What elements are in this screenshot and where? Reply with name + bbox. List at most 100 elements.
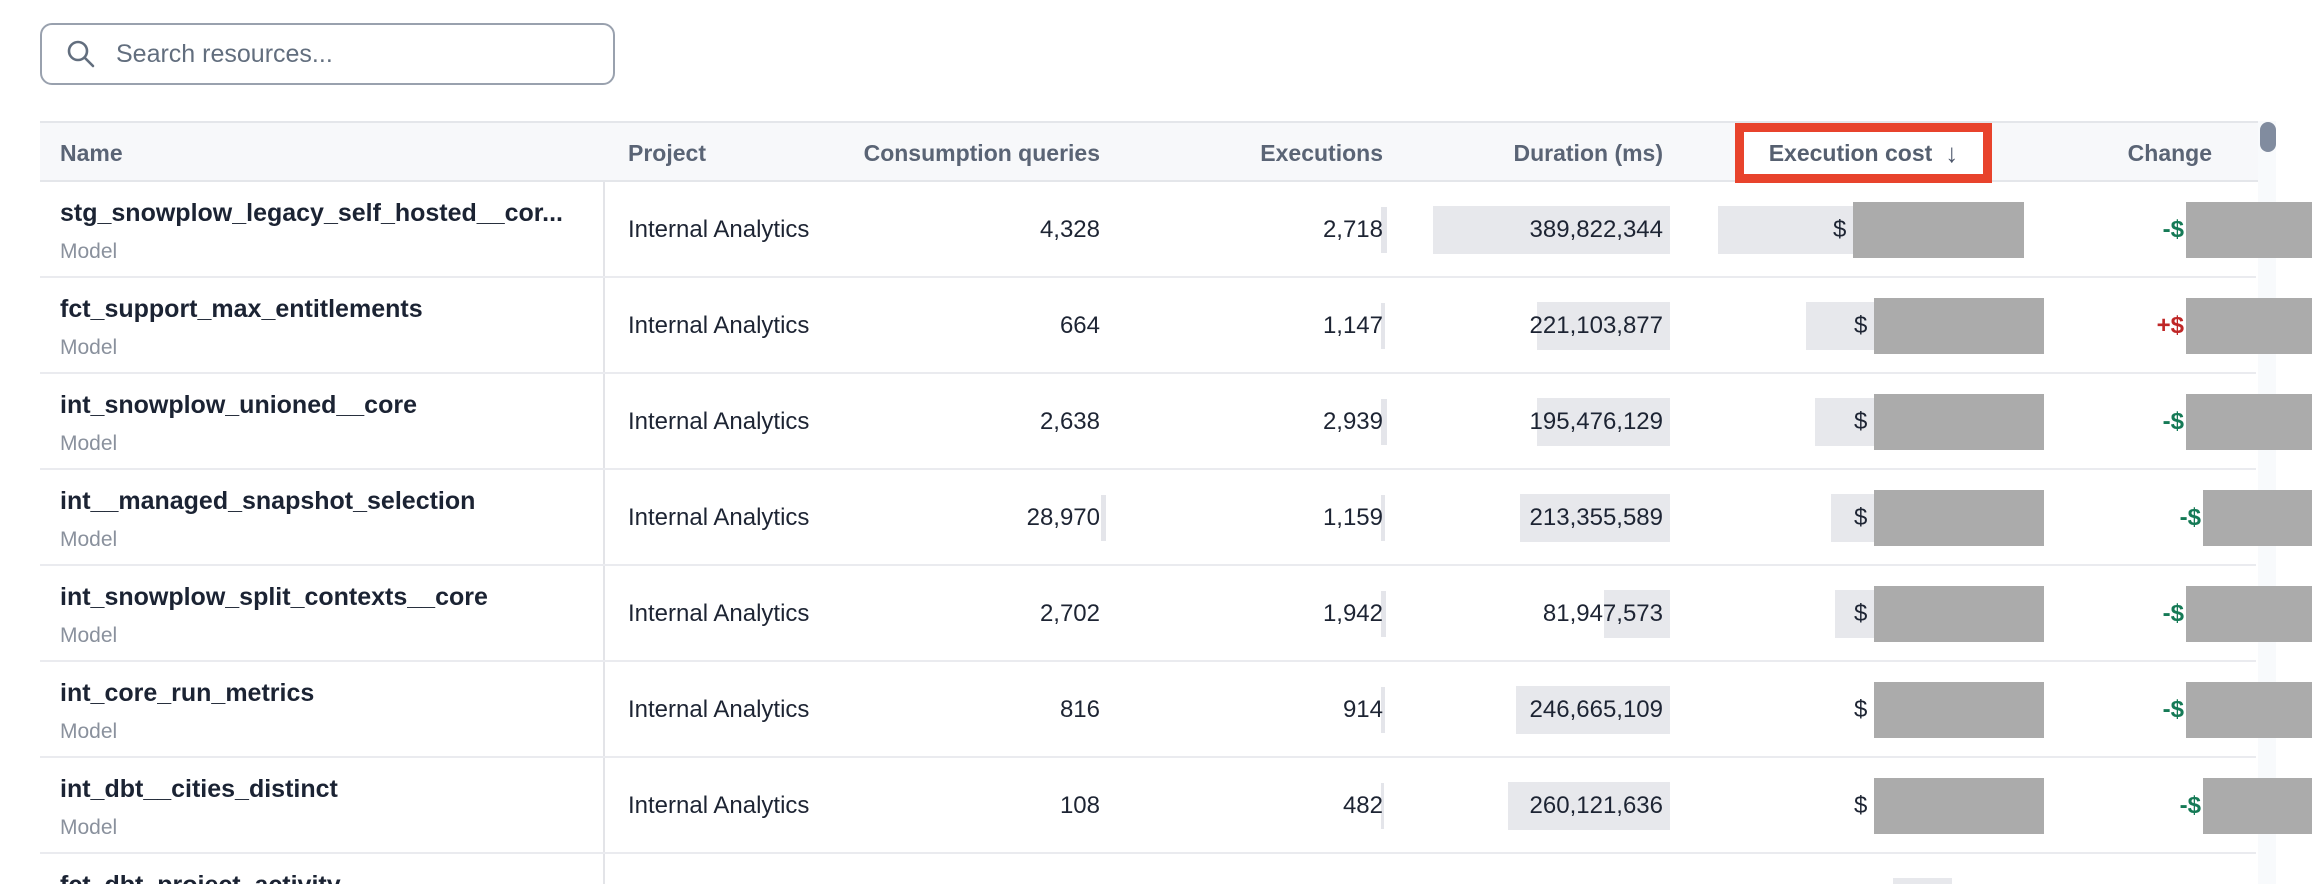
cost-redaction-block	[1853, 202, 2024, 258]
resource-type: Model	[60, 720, 118, 743]
table-row[interactable]: fct_support_max_entitlements Model Inter…	[40, 278, 2312, 374]
cost-redaction-block	[1874, 298, 2044, 354]
cell-executions: 1,159	[1322, 504, 1383, 531]
cost-currency-sign: $	[1854, 600, 1868, 627]
table-row[interactable]: int_core_run_metrics Model Internal Anal…	[40, 662, 2312, 758]
executions-value-bar	[1381, 495, 1385, 541]
cell-consumption-queries: 4,328	[1039, 216, 1100, 243]
row-divider	[40, 468, 2256, 470]
change-redaction-block	[2186, 298, 2312, 354]
change-redaction-block	[2186, 682, 2312, 738]
change-sign: +$	[2156, 312, 2184, 339]
row-divider	[40, 852, 2256, 854]
duration-value-bar	[1537, 398, 1670, 446]
row-divider	[40, 660, 2256, 662]
scrollbar-thumb[interactable]	[2260, 122, 2276, 152]
duration-value-bar	[1604, 590, 1670, 638]
executions-value-bar	[1381, 399, 1387, 445]
cost-value-bar	[1831, 494, 1874, 542]
resource-name[interactable]: stg_snowplow_legacy_self_hosted__cor...	[60, 199, 563, 227]
search-input[interactable]	[114, 33, 613, 75]
cost-value-bar	[1893, 878, 1952, 884]
cell-project: Internal Analytics	[628, 504, 810, 531]
cost-redaction-block	[1874, 586, 2044, 642]
resource-name[interactable]: int_snowplow_split_contexts__core	[60, 583, 488, 611]
queries-value-bar	[1101, 495, 1106, 541]
cell-executions: 1,147	[1322, 312, 1383, 339]
column-header-name[interactable]: Name	[60, 140, 123, 166]
cost-redaction-block	[1874, 682, 2044, 738]
cell-consumption-queries: 2,702	[1039, 600, 1100, 627]
cost-currency-sign: $	[1854, 696, 1868, 723]
column-header-consumption-queries[interactable]: Consumption queries	[863, 140, 1100, 166]
cell-duration: 213,355,589	[1529, 504, 1663, 531]
table-row[interactable]: int__managed_snapshot_selection Model In…	[40, 470, 2312, 566]
search-box	[40, 23, 615, 85]
duration-value-bar	[1520, 494, 1670, 542]
resource-type: Model	[60, 816, 118, 839]
sort-descending-icon[interactable]: ↓	[1945, 137, 1959, 168]
resource-name[interactable]: fct_support_max_entitlements	[60, 295, 423, 323]
column-header-executions[interactable]: Executions	[1260, 140, 1383, 166]
row-divider	[40, 276, 2256, 278]
cell-project: Internal Analytics	[628, 792, 810, 819]
duration-value-bar	[1508, 782, 1670, 830]
duration-value-bar	[1516, 686, 1670, 734]
change-sign: -$	[2179, 504, 2201, 531]
row-divider	[40, 564, 2256, 566]
column-header-project[interactable]: Project	[628, 140, 706, 166]
change-sign: -$	[2162, 408, 2184, 435]
cost-currency-sign: $	[1854, 792, 1868, 819]
table-row[interactable]: fct_dbt_project_activity Model $	[40, 854, 2312, 884]
cell-duration: 389,822,344	[1529, 216, 1663, 243]
cell-duration: 221,103,877	[1529, 312, 1663, 339]
resource-name[interactable]: int_core_run_metrics	[60, 679, 315, 707]
cost-value-bar	[1806, 302, 1874, 350]
table-header: Name Project Consumption queries Executi…	[40, 121, 2258, 183]
executions-value-bar	[1381, 303, 1385, 349]
resource-name[interactable]: int_dbt__cities_distinct	[60, 775, 338, 803]
change-redaction-block	[2203, 778, 2312, 834]
cost-currency-sign: $	[1854, 408, 1868, 435]
cost-currency-sign: $	[1854, 504, 1868, 531]
cell-duration: 195,476,129	[1529, 408, 1663, 435]
table-row[interactable]: int_snowplow_unioned__core Model Interna…	[40, 374, 2312, 470]
cell-executions: 1,942	[1322, 600, 1383, 627]
executions-value-bar	[1381, 783, 1384, 829]
executions-value-bar	[1381, 591, 1386, 637]
cell-consumption-queries: 108	[1059, 792, 1100, 819]
column-header-change[interactable]: Change	[2127, 140, 2212, 166]
table-row[interactable]: int_snowplow_split_contexts__core Model …	[40, 566, 2312, 662]
cell-consumption-queries: 664	[1059, 312, 1100, 339]
column-header-execution-cost[interactable]: Execution cost	[1768, 139, 1933, 166]
cell-consumption-queries: 2,638	[1039, 408, 1100, 435]
cell-duration: 246,665,109	[1529, 696, 1663, 723]
cell-executions: 2,718	[1322, 216, 1383, 243]
cost-value-bar	[1835, 590, 1874, 638]
table-row[interactable]: stg_snowplow_legacy_self_hosted__cor... …	[40, 182, 2312, 278]
change-sign: -$	[2162, 696, 2184, 723]
resource-name[interactable]: fct_dbt_project_activity	[60, 870, 341, 884]
change-redaction-block	[2203, 490, 2312, 546]
duration-value-bar	[1537, 302, 1670, 350]
change-redaction-block	[2186, 202, 2312, 258]
cost-currency-sign: $	[1854, 312, 1868, 339]
resource-name[interactable]: int_snowplow_unioned__core	[60, 391, 417, 419]
change-sign: -$	[2162, 216, 2184, 243]
cost-currency-sign: $	[1833, 216, 1847, 243]
cell-project: Internal Analytics	[628, 696, 810, 723]
column-header-duration[interactable]: Duration (ms)	[1513, 140, 1664, 166]
resource-type: Model	[60, 432, 118, 455]
cell-project: Internal Analytics	[628, 312, 810, 339]
cell-project: Internal Analytics	[628, 216, 810, 243]
cell-duration: 81,947,573	[1542, 600, 1663, 627]
change-redaction-block	[2186, 394, 2312, 450]
cell-executions: 482	[1342, 792, 1383, 819]
resource-name[interactable]: int__managed_snapshot_selection	[60, 487, 476, 515]
row-divider	[40, 372, 2256, 374]
cell-executions: 2,939	[1322, 408, 1383, 435]
cost-value-bar	[1815, 398, 1874, 446]
table-row[interactable]: int_dbt__cities_distinct Model Internal …	[40, 758, 2312, 854]
annotation-highlight-box: Execution cost ↓	[1735, 123, 1992, 183]
